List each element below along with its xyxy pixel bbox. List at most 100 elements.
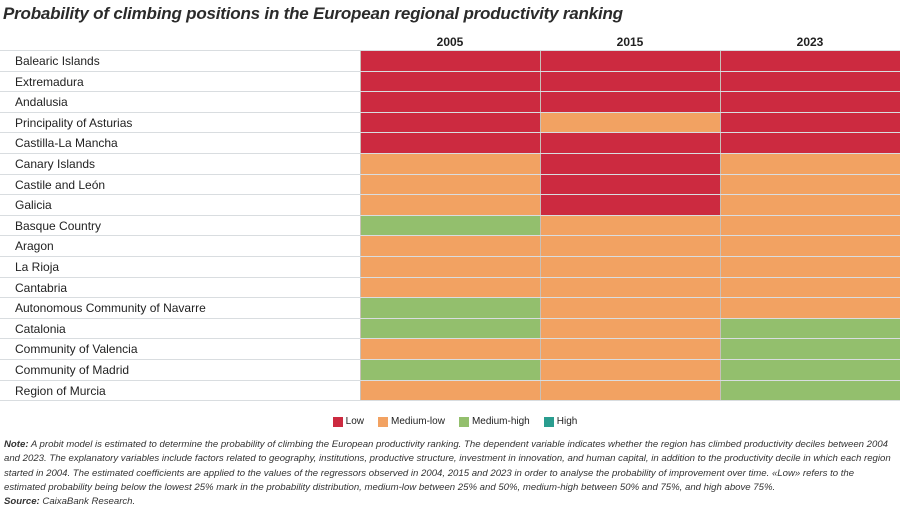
table-row: Community of Valencia [0, 339, 900, 360]
heatmap-cell [360, 154, 540, 174]
table-row: Catalonia [0, 318, 900, 340]
heatmap-cell [540, 257, 720, 277]
heatmap-cell [720, 236, 900, 256]
heatmap-cell [720, 318, 900, 339]
heatmap-cell [360, 133, 540, 153]
legend-item: Medium-high [458, 416, 530, 427]
legend-item: Low [332, 416, 365, 427]
heatmap-cell [540, 360, 720, 380]
heatmap-cell [540, 298, 720, 318]
legend-swatch [458, 416, 469, 427]
table-row: Andalusia [0, 92, 900, 113]
legend: Low Medium-low Medium-high High [0, 416, 900, 427]
row-label: Castilla-La Mancha [15, 136, 118, 151]
heatmap-cell [720, 195, 900, 215]
heatmap-cell [720, 51, 900, 71]
heatmap-cell [720, 71, 900, 92]
heatmap-cell [720, 133, 900, 153]
heatmap-cell [360, 339, 540, 359]
heatmap-cell [720, 154, 900, 174]
table-row: Region of Murcia [0, 380, 900, 402]
heatmap-cell [720, 215, 900, 236]
legend-label: High [556, 416, 578, 427]
row-label: Castile and León [15, 177, 106, 192]
table-row: Galicia [0, 195, 900, 216]
chart-title: Probability of climbing positions in the… [3, 4, 623, 23]
legend-label: Low [345, 416, 365, 427]
heatmap-cell [540, 318, 720, 339]
table-row: Balearic Islands [0, 51, 900, 72]
heatmap-cell [360, 195, 540, 215]
heatmap-cell [360, 298, 540, 318]
heatmap-cell [360, 71, 540, 92]
row-label: Community of Valencia [15, 342, 138, 357]
note: Note: A probit model is estimated to det… [4, 438, 896, 495]
legend-swatch [332, 416, 343, 427]
table-row: Aragon [0, 236, 900, 257]
heatmap-cell [540, 112, 720, 133]
heatmap-cell [540, 154, 720, 174]
row-label: Aragon [15, 239, 54, 254]
heatmap-cell [540, 339, 720, 359]
column-header-2015: 2015 [616, 35, 644, 49]
heatmap-cell [540, 133, 720, 153]
row-label: Basque Country [15, 218, 102, 233]
table-row: Cantabria [0, 277, 900, 299]
heatmap-cell [720, 277, 900, 298]
heatmap-cell [540, 380, 720, 401]
heatmap-cell [360, 174, 540, 195]
heatmap-cell [540, 236, 720, 256]
table-row: Extremadura [0, 71, 900, 93]
source: Source: CaixaBank Research. [4, 496, 135, 507]
table-row: Community of Madrid [0, 360, 900, 381]
table-row: La Rioja [0, 257, 900, 278]
heatmap-cell [360, 112, 540, 133]
row-label: Principality of Asturias [15, 115, 133, 130]
heatmap-cell [540, 92, 720, 112]
heatmap-cell [540, 215, 720, 236]
heatmap-cell [720, 298, 900, 318]
row-label: Canary Islands [15, 157, 96, 171]
row-label: Catalonia [15, 321, 66, 336]
heatmap-cell [540, 71, 720, 92]
row-label: Region of Murcia [15, 383, 106, 398]
row-label: Balearic Islands [15, 54, 100, 68]
source-text: CaixaBank Research. [39, 496, 136, 507]
legend-swatch [378, 416, 389, 427]
heatmap-cell [360, 360, 540, 380]
heatmap-cell [720, 360, 900, 380]
row-label: Autonomous Community of Navarre [15, 301, 206, 316]
legend-swatch [543, 416, 554, 427]
heatmap-cell [360, 257, 540, 277]
heatmap-cell [360, 380, 540, 401]
heatmap-cell [720, 380, 900, 401]
note-label: Note: [4, 439, 29, 450]
row-label: Extremadura [15, 74, 84, 89]
heatmap-cell [720, 112, 900, 133]
heatmap-cell [360, 277, 540, 298]
header-divider [0, 50, 900, 51]
column-header-2005: 2005 [436, 35, 464, 49]
heatmap-cell [360, 236, 540, 256]
table-row: Principality of Asturias [0, 112, 900, 134]
heatmap-cell [540, 174, 720, 195]
row-label: Andalusia [15, 95, 68, 110]
table-row: Castile and León [0, 174, 900, 196]
legend-label: Medium-low [391, 416, 445, 427]
table-row: Autonomous Community of Navarre [0, 298, 900, 319]
heatmap-cell [720, 257, 900, 277]
heatmap-cell [720, 339, 900, 359]
legend-item: High [543, 416, 578, 427]
row-label: Community of Madrid [15, 363, 130, 377]
row-label: La Rioja [15, 260, 60, 274]
heatmap-cell [540, 195, 720, 215]
table-row: Castilla-La Mancha [0, 133, 900, 154]
heatmap-cell [720, 174, 900, 195]
heatmap-cell [360, 215, 540, 236]
table-row: Basque Country [0, 215, 900, 237]
legend-item: Medium-low [378, 416, 445, 427]
row-label: Cantabria [15, 280, 68, 295]
table-row: Canary Islands [0, 154, 900, 175]
column-header-2023: 2023 [796, 35, 824, 49]
heatmap-cell [540, 277, 720, 298]
